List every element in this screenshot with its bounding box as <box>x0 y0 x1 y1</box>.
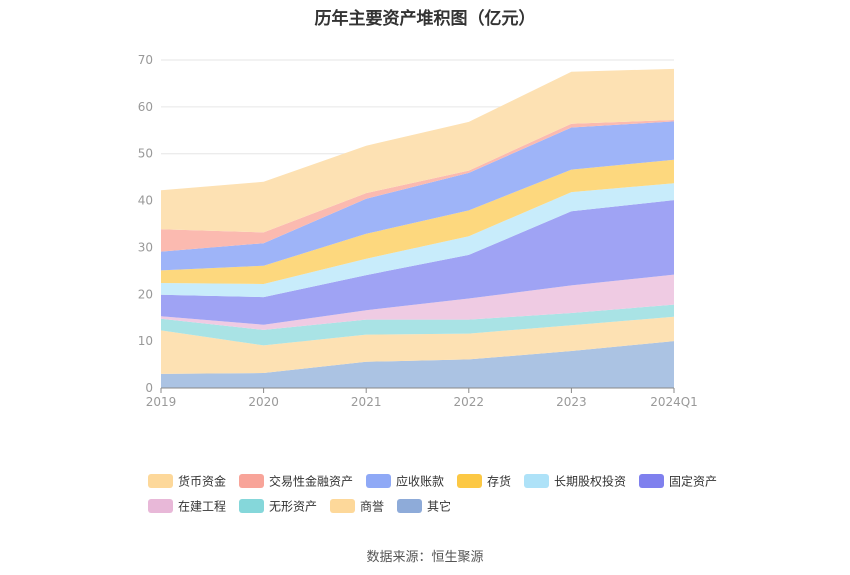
legend-swatch <box>148 499 173 513</box>
area-交易性金融资产[interactable] <box>161 120 674 252</box>
legend-label: 其它 <box>427 499 451 514</box>
legend-swatch <box>148 474 173 488</box>
y-tick-label: 60 <box>138 100 153 114</box>
legend-label: 货币资金 <box>178 474 226 489</box>
x-tick-label: 2024Q1 <box>650 395 698 409</box>
area-存货[interactable] <box>161 159 674 284</box>
legend-item[interactable]: 固定资产 <box>639 474 717 489</box>
area-商誉[interactable] <box>161 316 674 374</box>
legend-swatch <box>457 474 482 488</box>
legend-swatch <box>330 499 355 513</box>
series-areas <box>161 68 674 388</box>
legend-label: 长期股权投资 <box>554 474 626 489</box>
legend-label: 在建工程 <box>178 499 226 514</box>
axes: 0 10 20 30 40 50 60 70 2019 2020 2021 2022 2023 2024Q… <box>138 53 698 409</box>
area-长期股权投资[interactable] <box>161 183 674 298</box>
legend-item[interactable]: 存货 <box>457 474 511 489</box>
legend-item[interactable]: 其它 <box>397 499 451 514</box>
legend-label: 无形资产 <box>269 500 317 514</box>
x-tick-label: 2020 <box>248 395 279 409</box>
legend-swatch <box>239 499 264 513</box>
legend-swatch <box>239 474 264 488</box>
legend-swatch <box>639 474 664 488</box>
legend-item[interactable]: 交易性金融资产 <box>239 474 353 489</box>
legend-swatch <box>524 474 549 488</box>
legend-label: 固定资产 <box>669 474 717 489</box>
legend-swatch <box>397 499 422 513</box>
legend-item[interactable]: 无形资产 <box>239 499 317 514</box>
legend-item[interactable]: 在建工程 <box>148 499 226 514</box>
data-source: 数据来源：恒生聚源 <box>366 550 484 565</box>
area-固定资产[interactable] <box>161 200 674 325</box>
stacked-area-chart: 0 10 20 30 40 50 60 70 2019 2020 2021 2022 2023 2024Q… <box>138 53 717 514</box>
y-tick-label: 20 <box>138 287 153 301</box>
area-其它[interactable] <box>161 341 674 388</box>
x-tick-label: 2023 <box>556 395 587 409</box>
area-无形资产[interactable] <box>161 304 674 346</box>
legend-label: 商誉 <box>360 499 384 514</box>
y-tick-label: 10 <box>138 334 153 348</box>
legend-item[interactable]: 货币资金 <box>148 474 226 489</box>
x-tick-label: 2019 <box>146 395 177 409</box>
legend-swatch <box>366 474 391 488</box>
y-tick-label: 50 <box>138 147 153 161</box>
x-tick-label: 2021 <box>351 395 382 409</box>
legend-label: 交易性金融资产 <box>269 474 353 489</box>
legend-item[interactable]: 长期股权投资 <box>524 474 626 489</box>
area-货币资金[interactable] <box>161 68 674 233</box>
y-tick-label: 70 <box>138 53 153 67</box>
area-应收账款[interactable] <box>161 121 674 271</box>
x-tick-label: 2022 <box>454 395 485 409</box>
y-tick-label: 30 <box>138 240 153 254</box>
chart-title: 历年主要资产堆积图（亿元） <box>314 9 536 29</box>
area-在建工程[interactable] <box>161 274 674 330</box>
legend-label: 应收账款 <box>396 474 444 489</box>
y-tick-label: 0 <box>145 381 153 395</box>
y-tick-label: 40 <box>138 194 153 208</box>
legend-label: 存货 <box>487 474 511 489</box>
legend-item[interactable]: 商誉 <box>330 499 384 514</box>
legend-item[interactable]: 应收账款 <box>366 474 444 489</box>
